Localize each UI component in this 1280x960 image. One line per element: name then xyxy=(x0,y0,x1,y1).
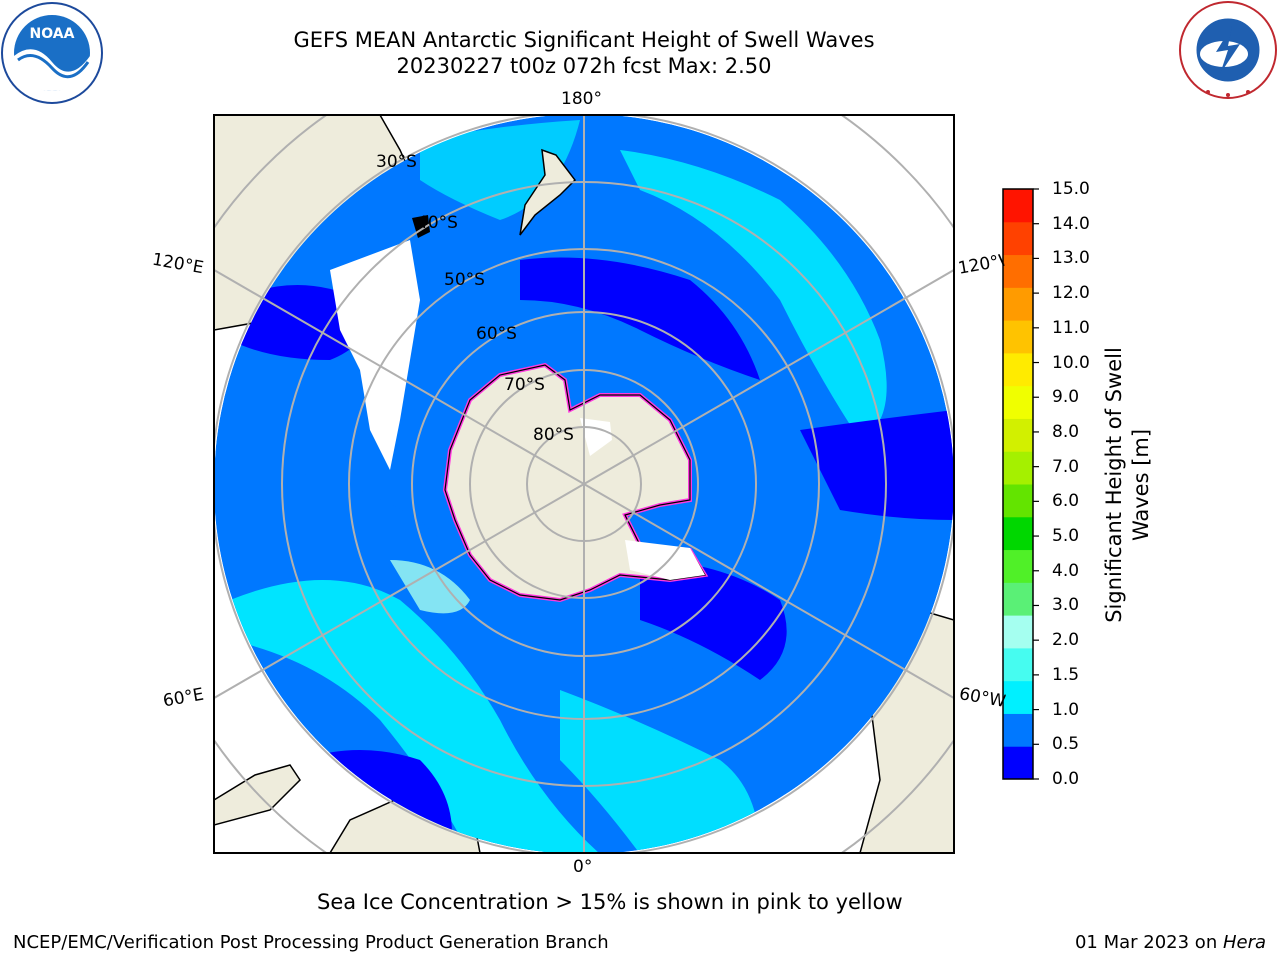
colorbar-swatch xyxy=(1003,680,1033,714)
lon-label-bottom: 0° xyxy=(573,857,593,877)
colorbar-tick-label: 3.0 xyxy=(1052,595,1080,616)
colorbar-swatch xyxy=(1003,221,1033,256)
colorbar-tick-label: 5.0 xyxy=(1052,526,1080,547)
map-frame xyxy=(213,114,955,854)
colorbar-swatch xyxy=(1003,320,1033,354)
colorbar-frame xyxy=(1002,188,1034,780)
colorbar-swatch xyxy=(1003,451,1033,485)
footer-date: 01 Mar 2023 on Hera xyxy=(1075,932,1266,953)
colorbar-swatch xyxy=(1003,746,1033,780)
graticule xyxy=(214,115,954,853)
colorbar-tick-label: 14.0 xyxy=(1052,213,1090,234)
colorbar-swatch xyxy=(1003,549,1033,583)
colorbar-tick-label: 4.0 xyxy=(1052,560,1080,581)
colorbar-tick-label: 1.5 xyxy=(1052,664,1080,685)
footer-date-text: 01 Mar 2023 on xyxy=(1074,932,1223,953)
lat-label: 60°S xyxy=(476,324,517,344)
colorbar-label-line1: Significant Height of Swell xyxy=(1102,347,1126,623)
colorbar-tick-label: 15.0 xyxy=(1052,179,1090,199)
ice-shelf-weddell xyxy=(625,540,705,580)
colorbar-swatch xyxy=(1003,516,1033,551)
colorbar-tick-label: 1.0 xyxy=(1052,699,1080,720)
colorbar-label-line2: Waves [m] xyxy=(1129,428,1153,542)
colorbar-swatch xyxy=(1003,582,1033,616)
colorbar-swatch xyxy=(1003,615,1033,649)
colorbar-swatch xyxy=(1003,254,1033,288)
chart-title: GEFS MEAN Antarctic Significant Height o… xyxy=(293,28,875,52)
colorbar-tick-label: 2.0 xyxy=(1052,630,1080,651)
colorbar-swatch xyxy=(1003,189,1033,223)
colorbar-tick-label: 9.0 xyxy=(1052,387,1080,408)
colorbar xyxy=(1002,188,1039,780)
lat-label: 40°S xyxy=(417,213,458,233)
lat-label: 30°S xyxy=(376,152,417,172)
colorbar-tick-label: 7.0 xyxy=(1052,456,1080,477)
colorbar-tick-label: 0.0 xyxy=(1052,769,1080,789)
colorbar-tick-label: 6.0 xyxy=(1052,491,1080,512)
colorbar-swatch xyxy=(1003,352,1033,387)
nws-logo-icon xyxy=(1179,1,1277,99)
lon-label-top: 180° xyxy=(561,89,602,109)
lat-label: 80°S xyxy=(533,425,574,445)
colorbar-tick-label: 8.0 xyxy=(1052,421,1080,442)
svg-text:NOAA: NOAA xyxy=(30,26,75,42)
noaa-logo-icon: NOAA xyxy=(1,2,103,104)
colorbar-tick-label: 0.5 xyxy=(1052,734,1080,755)
caption-text: Sea Ice Concentration > 15% is shown in … xyxy=(317,890,903,914)
colorbar-swatch xyxy=(1003,385,1033,419)
colorbar-tick-label: 10.0 xyxy=(1052,352,1090,373)
lat-label: 50°S xyxy=(444,270,485,290)
no-data-area xyxy=(330,240,420,470)
footer-host: Hera xyxy=(1222,932,1266,953)
colorbar-swatch xyxy=(1003,418,1033,452)
footer-credit: NCEP/EMC/Verification Post Processing Pr… xyxy=(13,932,609,953)
colorbar-tick-label: 11.0 xyxy=(1052,317,1090,338)
land-madagascar xyxy=(214,764,301,826)
colorbar-label: Significant Height of Swell Waves [m] xyxy=(1101,347,1155,623)
colorbar-swatch xyxy=(1003,647,1033,682)
colorbar-swatch xyxy=(1003,713,1033,747)
colorbar-swatch xyxy=(1003,287,1033,321)
colorbar-tick-label: 12.0 xyxy=(1052,283,1090,304)
colorbar-tick-label: 13.0 xyxy=(1052,248,1090,269)
lat-label: 70°S xyxy=(504,375,545,395)
colorbar-swatch xyxy=(1003,484,1033,518)
chart-subtitle: 20230227 t00z 072h fcst Max: 2.50 xyxy=(396,54,772,78)
